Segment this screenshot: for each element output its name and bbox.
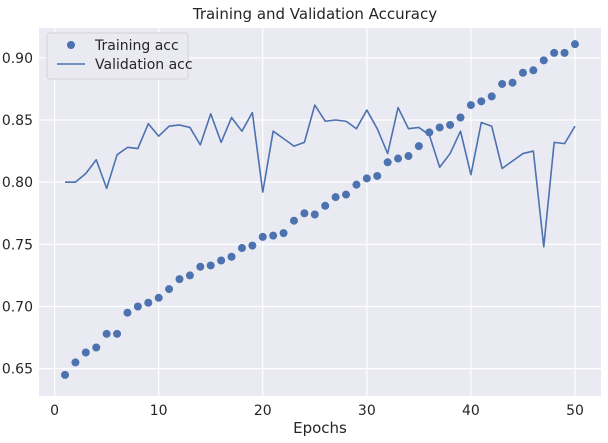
training-acc-point (269, 231, 278, 240)
legend-label-training: Training acc (94, 38, 179, 54)
training-acc-point (206, 261, 215, 270)
x-axis-label: Epochs (293, 419, 347, 437)
training-acc-point (446, 120, 455, 129)
training-acc-point (196, 262, 205, 271)
series-layer (61, 40, 579, 379)
chart-title: Training and Validation Accuracy (192, 5, 437, 23)
training-acc-point (383, 158, 392, 167)
y-tick-label: 0.65 (2, 362, 33, 378)
training-acc-point (352, 180, 361, 189)
training-acc-point (518, 68, 527, 77)
training-acc-point (570, 40, 579, 49)
training-acc-point (71, 358, 80, 367)
training-acc-point (487, 92, 496, 101)
y-tick-label: 0.85 (2, 113, 33, 129)
training-acc-point (456, 113, 465, 122)
training-acc-point (185, 271, 194, 280)
legend-box (46, 32, 189, 80)
training-acc-point (248, 241, 257, 250)
training-acc-point (321, 201, 330, 210)
training-acc-point (477, 97, 486, 106)
training-acc-point (508, 78, 517, 87)
training-acc-point (154, 293, 163, 302)
x-tick-label: 0 (50, 403, 59, 419)
x-tick-label: 10 (150, 403, 168, 419)
training-acc-point (133, 302, 142, 311)
training-acc-point (539, 56, 548, 65)
training-acc-point (237, 244, 246, 253)
training-acc-point (300, 209, 309, 218)
training-acc-point (102, 329, 111, 338)
y-tick-label: 0.70 (2, 299, 33, 315)
x-tick-label: 30 (358, 403, 376, 419)
training-acc-point (81, 348, 90, 357)
training-acc-point (466, 101, 475, 110)
training-acc-point (414, 142, 423, 151)
training-acc-point (435, 123, 444, 132)
training-acc-point (373, 171, 382, 180)
training-acc-point (560, 48, 569, 57)
training-acc-point (123, 308, 132, 317)
training-acc-point (165, 285, 174, 294)
y-axis-ticks: 0.65 0.70 0.75 0.80 0.85 0.90 (2, 51, 33, 378)
y-tick-label: 0.75 (2, 237, 33, 253)
y-tick-label: 0.80 (2, 175, 33, 191)
training-acc-point (331, 193, 340, 202)
training-acc-point (529, 66, 538, 75)
x-tick-label: 40 (462, 403, 480, 419)
training-acc-point (113, 329, 122, 338)
legend-label-validation: Validation acc (95, 57, 193, 73)
legend: Training acc Validation acc (46, 32, 193, 80)
training-acc-point (217, 256, 226, 265)
training-acc-point (144, 298, 153, 307)
training-acc-point (289, 216, 298, 225)
training-acc-point (279, 229, 288, 238)
x-tick-label: 50 (566, 403, 584, 419)
training-acc-point (227, 252, 236, 261)
training-acc-point (175, 275, 184, 284)
plot-background (39, 28, 601, 396)
x-axis-ticks: 0 10 20 30 40 50 (50, 403, 584, 419)
training-acc-point (362, 174, 371, 183)
y-tick-label: 0.90 (2, 51, 33, 67)
training-acc-point (498, 79, 507, 88)
training-acc-point (61, 370, 70, 379)
training-acc-point (92, 343, 101, 352)
x-tick-label: 20 (254, 403, 272, 419)
training-acc-point (310, 210, 319, 219)
training-acc-point (425, 128, 434, 137)
training-acc-point (342, 190, 351, 199)
validation-acc-line (65, 104, 576, 248)
legend-marker-training (67, 41, 75, 49)
training-acc-point (404, 152, 413, 161)
training-acc-point (394, 154, 403, 163)
training-acc-point (550, 48, 559, 57)
training-acc-point (258, 232, 267, 241)
